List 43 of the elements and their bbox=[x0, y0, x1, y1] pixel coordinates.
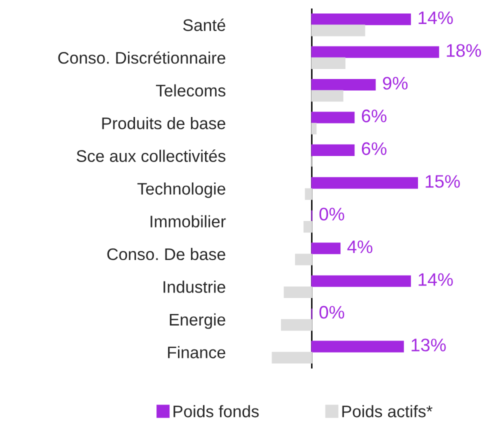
data-label: 9% bbox=[382, 76, 408, 90]
bar bbox=[311, 24, 366, 36]
bar bbox=[280, 319, 312, 331]
bar bbox=[295, 254, 312, 266]
bar bbox=[311, 57, 346, 69]
data-label: 13% bbox=[412, 338, 446, 352]
data-label: 4% bbox=[347, 240, 372, 254]
bar bbox=[303, 221, 312, 233]
bar bbox=[311, 112, 355, 124]
y-tick-label: Produits de base bbox=[102, 117, 226, 130]
data-label: 14% bbox=[418, 11, 453, 24]
bar bbox=[311, 177, 418, 189]
bar bbox=[311, 340, 404, 352]
bar bbox=[311, 242, 341, 254]
bar bbox=[311, 275, 411, 287]
y-tick-label: Conso. De base bbox=[107, 248, 226, 260]
data-label: 6% bbox=[362, 110, 386, 122]
bar bbox=[304, 188, 312, 200]
y-tick-label: Industrie bbox=[164, 280, 226, 293]
data-label: 6% bbox=[362, 142, 386, 156]
y-tick-label: Finance bbox=[168, 346, 226, 358]
data-label: 15% bbox=[426, 175, 460, 188]
bar bbox=[311, 122, 317, 134]
bar bbox=[272, 352, 312, 364]
y-tick-label: Technologie bbox=[137, 182, 226, 198]
data-label: 18% bbox=[446, 44, 481, 57]
bar bbox=[311, 46, 440, 58]
legend-label: Poids actifs* bbox=[342, 405, 432, 418]
y-tick-label: Immobilier bbox=[150, 215, 226, 228]
legend-label: Poids fonds bbox=[174, 405, 259, 418]
bar bbox=[311, 78, 376, 91]
data-label: 14% bbox=[418, 273, 453, 286]
bar bbox=[311, 144, 355, 156]
bar bbox=[311, 90, 344, 102]
y-tick-label: Energie bbox=[170, 313, 226, 329]
data-label: 0% bbox=[319, 306, 344, 319]
data-label: 0% bbox=[319, 208, 344, 221]
y-tick-label: Telecoms bbox=[156, 84, 226, 97]
bar bbox=[311, 14, 411, 26]
bar bbox=[284, 286, 312, 298]
y-tick-label: Santé bbox=[183, 18, 226, 32]
y-tick-label: Sce aux collectivités bbox=[76, 150, 226, 162]
y-tick-label: Conso. Discrétionnaire bbox=[58, 51, 226, 64]
